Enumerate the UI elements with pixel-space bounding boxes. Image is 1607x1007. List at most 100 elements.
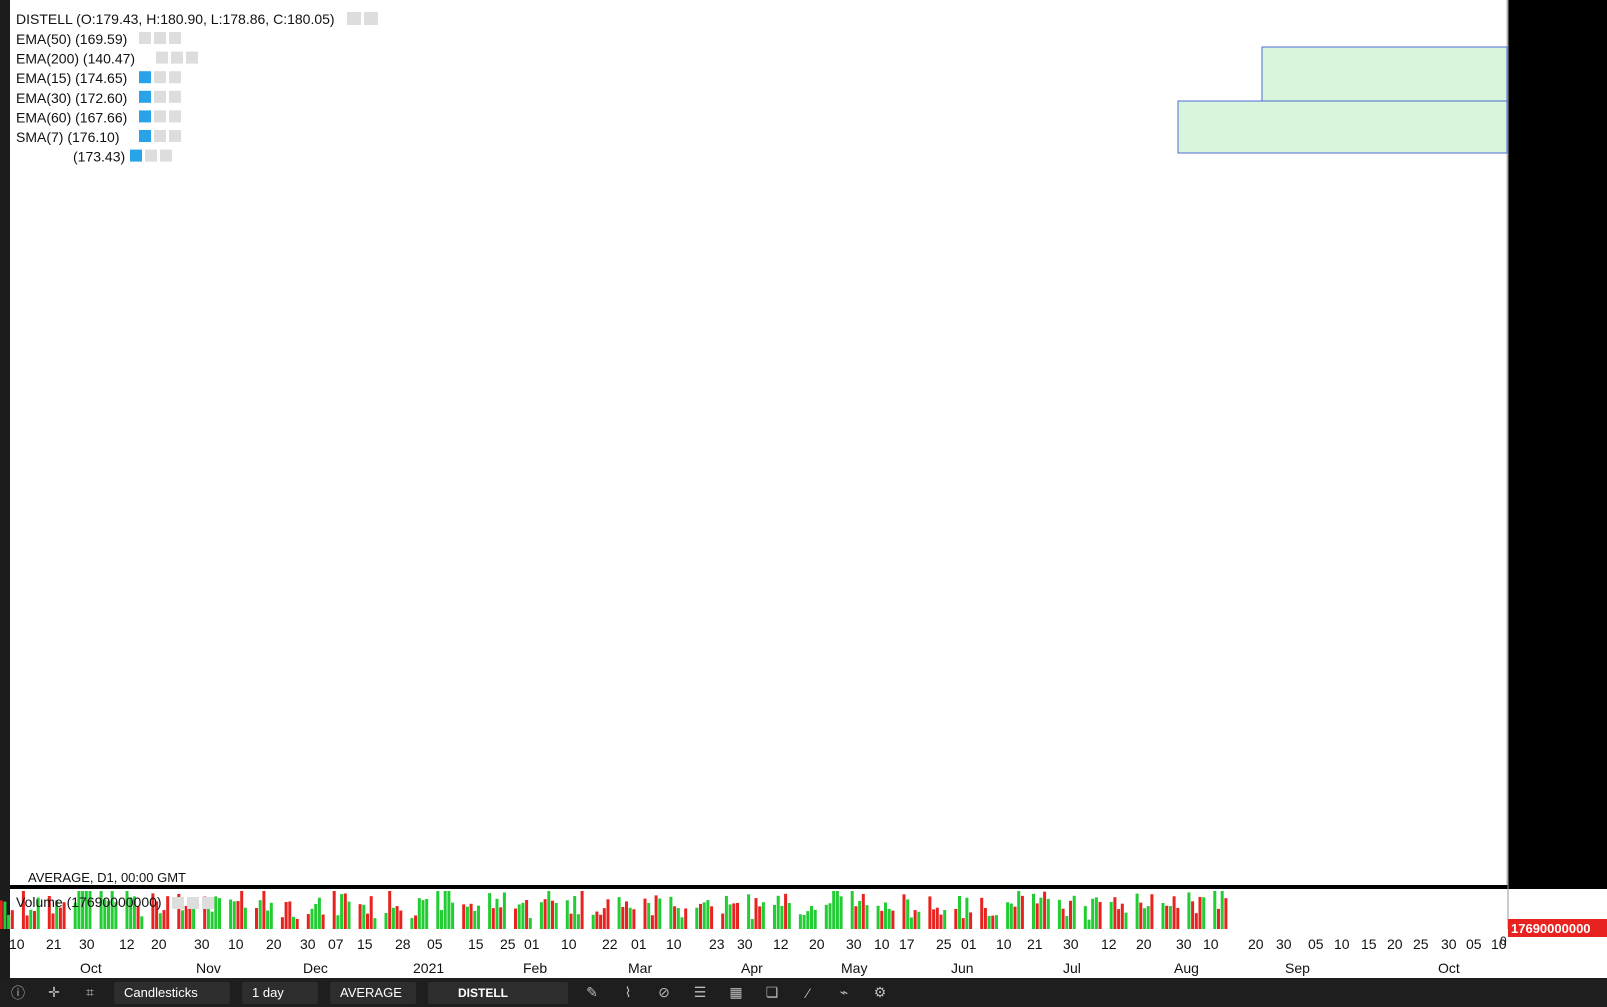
close-icon[interactable] [169,32,181,44]
month-tick: Dec [303,960,328,976]
volume-zero: 0 [1500,934,1507,948]
date-tick: 10 [666,936,682,952]
date-tick: 20 [1248,936,1264,952]
crop-icon[interactable]: ⌗ [86,984,94,1000]
settings-icon[interactable] [154,90,166,103]
date-tick: 10 [228,936,244,952]
visibility-icon[interactable] [139,32,151,44]
pen-icon[interactable]: ✎ [586,984,598,1000]
date-tick: 30 [79,936,95,952]
date-tick: 21 [1027,936,1043,952]
date-tick: 01 [631,936,647,952]
settings-icon[interactable] [154,130,166,142]
line-chart-icon[interactable]: ⁄ [806,984,810,1001]
month-tick: Jun [951,960,974,976]
date-tick: 15 [468,936,484,952]
date-tick: 30 [194,936,210,952]
crosshair-icon[interactable]: ✛ [48,984,60,1000]
date-tick: 30 [737,936,753,952]
close-icon[interactable] [169,110,181,123]
list-icon[interactable]: ☰ [693,984,707,1000]
date-tick: 10 [561,936,577,952]
close-icon[interactable] [186,51,198,64]
date-tick: 25 [936,936,952,952]
month-tick: Oct [80,960,102,976]
symbol-select[interactable]: DISTELL [428,981,568,1004]
close-icon[interactable] [160,149,172,162]
indicator-label: SMA(7) (176.10) [16,129,119,145]
visibility-icon[interactable] [130,149,142,162]
hide-icon[interactable]: ⊘ [658,984,670,1000]
date-tick: 20 [809,936,825,952]
settings-icon[interactable] [154,32,166,44]
date-tick: 01 [961,936,977,952]
indicator-label: EMA(30) (172.60) [16,90,127,106]
chart-type-select[interactable]: Candlesticks [114,981,230,1004]
close-icon[interactable] [169,71,181,84]
close-icon[interactable] [202,897,214,909]
date-tick: 07 [328,936,344,952]
date-tick: 10 [1491,936,1507,952]
link-icon[interactable]: ⌁ [839,984,849,1000]
date-tick: 20 [1136,936,1152,952]
panel-label: AVERAGE, D1, 00:00 GMT [28,870,186,885]
settings-icon[interactable] [187,897,199,909]
interval-select[interactable]: 1 day [242,981,318,1004]
date-tick: 12 [119,936,135,952]
settings-icon[interactable] [172,897,184,909]
date-tick: 10 [1334,936,1350,952]
visibility-icon[interactable] [139,110,151,123]
date-tick: 12 [1101,936,1117,952]
gear-icon[interactable]: ⚙ [873,984,887,1000]
date-tick: 10 [874,936,890,952]
date-tick: 25 [1413,936,1429,952]
date-tick: 05 [1466,936,1482,952]
visibility-icon[interactable] [139,71,151,84]
month-tick: Sep [1285,960,1310,976]
date-tick: 10 [9,936,25,952]
indicator-label: EMA(60) (167.66) [16,109,127,125]
settings-icon[interactable] [154,110,166,123]
settings-icon[interactable] [154,71,166,84]
date-tick: 15 [357,936,373,952]
date-tick: 15 [1361,936,1377,952]
study-select[interactable]: AVERAGE [330,981,416,1004]
visibility-icon[interactable] [156,51,168,64]
date-tick: 30 [300,936,316,952]
target-zone-lower[interactable] [1177,100,1508,154]
date-tick: 28 [395,936,411,952]
info-icon[interactable]: ⓘ [11,984,25,1001]
month-tick: Oct [1438,960,1460,976]
month-tick: Mar [628,960,652,976]
settings-icon[interactable] [171,51,183,64]
close-icon[interactable] [364,12,378,25]
date-tick: 30 [846,936,862,952]
date-tick: 30 [1176,936,1192,952]
visibility-icon[interactable] [139,130,151,142]
month-tick: Aug [1174,960,1199,976]
volume-controls[interactable] [172,897,214,909]
symbol-ohlc: DISTELL (O:179.43, H:180.90, L:178.86, C… [16,11,335,27]
panel-separator [10,885,1508,889]
indicator-legend: EMA(50) (169.59) EMA(200) (140.47) EMA(15)… [16,31,198,165]
settings-icon[interactable] [145,149,157,162]
grid-icon[interactable]: ▦ [729,984,743,1000]
date-tick: 20 [1387,936,1403,952]
close-icon[interactable] [169,90,181,103]
indicator-label: (173.43) [73,149,125,165]
date-tick: 22 [602,936,618,952]
date-tick: 20 [151,936,167,952]
month-tick: 2021 [413,960,444,976]
visibility-icon[interactable] [139,90,151,103]
symbol-controls[interactable] [347,12,378,25]
layers-icon[interactable]: ❏ [765,984,779,1000]
brush-icon[interactable]: ⌇ [624,984,632,1000]
settings-icon[interactable] [347,12,361,25]
close-icon[interactable] [169,130,181,142]
target-zone-upper[interactable] [1261,46,1508,102]
bottom-toolbar: ⓘ ✛ ⌗ Candlesticks 1 day AVERAGE DISTELL… [0,978,1607,1007]
left-edge [0,0,10,978]
date-tick: 10 [996,936,1012,952]
volume-tag: 17690000000 [1508,919,1607,937]
